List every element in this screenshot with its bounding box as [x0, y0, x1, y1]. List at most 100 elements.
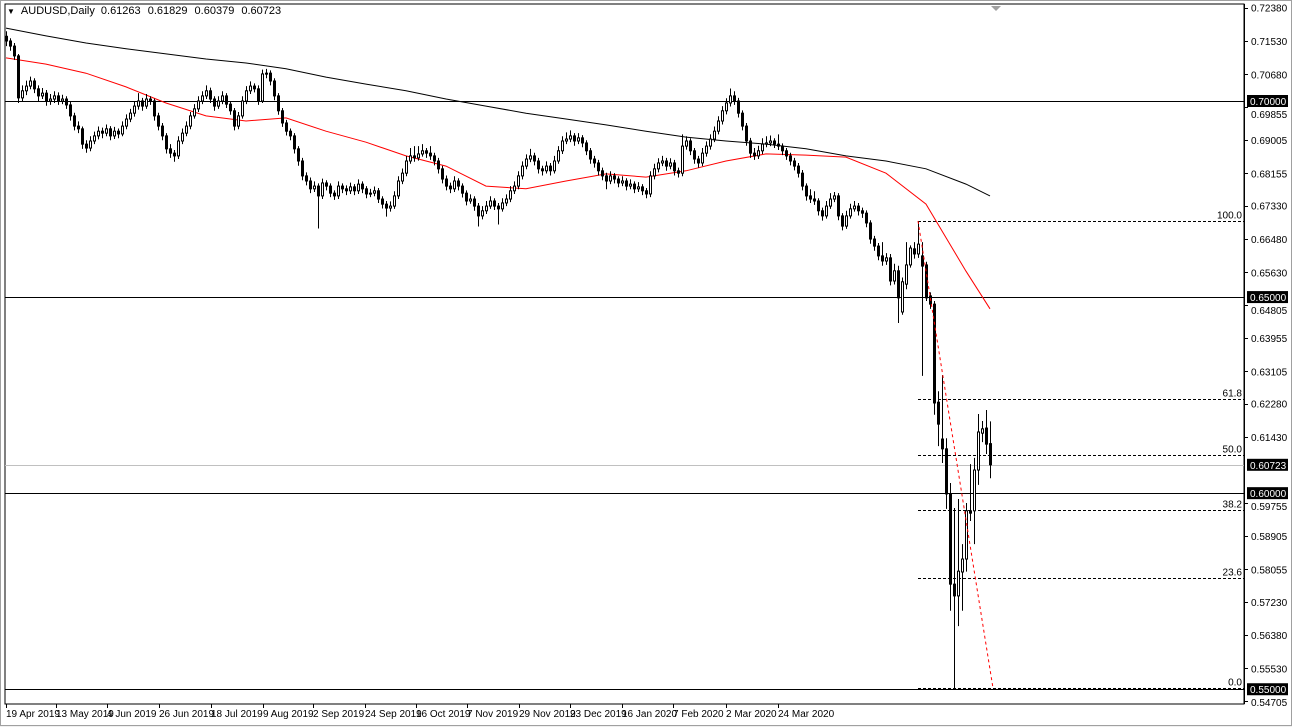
candle — [749, 137, 752, 158]
candle-body-bull — [189, 115, 192, 127]
chart-shift-marker-icon[interactable] — [991, 6, 1001, 11]
candle — [449, 182, 452, 194]
price-tick-label: 0.58055 — [1251, 565, 1288, 576]
candle — [97, 126, 100, 140]
candle — [357, 179, 360, 194]
candle-body-bear — [437, 160, 440, 170]
time-tick-label: 7 Feb 2020 — [673, 709, 724, 720]
candle-body-bear — [5, 35, 8, 42]
candle — [669, 158, 672, 170]
candle — [125, 114, 128, 130]
candle — [37, 85, 40, 101]
candle — [201, 91, 204, 105]
candle — [641, 184, 644, 196]
candle — [649, 171, 652, 198]
candle-body-bull — [685, 140, 688, 147]
candle-body-bear — [817, 200, 820, 212]
candle-body-bear — [889, 257, 892, 282]
candle-body-bear — [753, 152, 756, 157]
candle — [701, 148, 704, 167]
candle-body-bull — [893, 270, 896, 282]
candle-body-bull — [905, 264, 908, 285]
price-axis[interactable]: 0.72380 0.71530 0.70680 0.69855 0.69005 0.681… — [1244, 4, 1288, 710]
candle-body-bull — [661, 160, 664, 164]
candle — [865, 210, 868, 228]
candle — [161, 122, 164, 141]
candle — [609, 171, 612, 185]
candle — [809, 189, 812, 203]
candle — [933, 301, 936, 415]
candle — [537, 157, 540, 174]
candle-body-bear — [233, 110, 236, 127]
candle-body-bull — [845, 215, 848, 227]
candle-body-bull — [853, 205, 856, 210]
candle — [329, 183, 332, 198]
candle-body-bull — [21, 90, 24, 99]
candle — [353, 184, 356, 196]
candle-body-bull — [29, 80, 32, 87]
candle — [77, 121, 80, 134]
candle — [985, 410, 988, 454]
candle-body-bear — [641, 186, 644, 192]
candle-body-bear — [573, 135, 576, 142]
candle-body-bear — [37, 88, 40, 97]
fibonacci-retracement[interactable]: 100.0 61.8 50.0 38.2 23.6 0.0 — [918, 211, 1244, 689]
price-tick-label: 0.61430 — [1251, 433, 1288, 444]
candle-body-bear — [673, 162, 676, 172]
candle-body-bear — [229, 103, 232, 112]
candle-body-bear — [897, 270, 900, 299]
candle-body-bear — [857, 205, 860, 212]
candle-body-bull — [113, 130, 116, 137]
candle-body-bear — [65, 98, 68, 106]
candle — [157, 112, 160, 131]
candle — [869, 220, 872, 244]
candle — [389, 201, 392, 212]
candle-body-bear — [77, 125, 80, 130]
candle-body-bear — [157, 115, 160, 127]
candle — [25, 80, 28, 96]
candle-body-bull — [761, 143, 764, 152]
candle — [145, 93, 148, 109]
candle — [977, 413, 980, 485]
candle — [65, 96, 68, 109]
candle-body-bear — [445, 178, 448, 187]
candle-body-bear — [109, 128, 112, 137]
candle-body-bear — [449, 185, 452, 190]
candle-body-bull — [649, 175, 652, 195]
close-value: 0.60723 — [241, 5, 282, 17]
candle-body-bear — [869, 222, 872, 240]
time-tick-label: 4 Jun 2019 — [107, 709, 157, 720]
candle-body-bull — [25, 85, 28, 92]
fib-trendline-dashed[interactable] — [917, 220, 994, 689]
candle-body-bull — [193, 108, 196, 117]
candle-body-bull — [909, 247, 912, 266]
candle-body-bear — [225, 95, 228, 105]
candle-body-bull — [49, 98, 52, 102]
candle-body-bull — [241, 100, 244, 117]
candle-body-bull — [829, 198, 832, 207]
candle-body-bear — [329, 185, 332, 194]
candle-body-bull — [961, 558, 964, 573]
candle-body-bear — [309, 180, 312, 190]
candle — [613, 173, 616, 184]
candle-body-bear — [877, 245, 880, 257]
candle — [781, 143, 784, 156]
candle-body-bear — [601, 170, 604, 177]
candle — [889, 253, 892, 286]
time-tick-label: 16 Oct 2019 — [416, 709, 471, 720]
candle-body-bull — [769, 140, 772, 144]
candle — [913, 242, 916, 259]
candle — [789, 152, 792, 166]
candle-body-bear — [477, 205, 480, 217]
fib-trendline[interactable] — [917, 220, 994, 689]
candle-body-bull — [237, 115, 240, 127]
chart-header: ▼ AUDUSD,Daily 0.61263 0.61829 0.60379 0… — [7, 5, 285, 17]
candle — [605, 172, 608, 190]
candle-body-bull — [121, 125, 124, 135]
candle — [845, 210, 848, 229]
candle-body-bear — [161, 125, 164, 137]
triangle-down-icon[interactable]: ▼ — [7, 6, 15, 16]
